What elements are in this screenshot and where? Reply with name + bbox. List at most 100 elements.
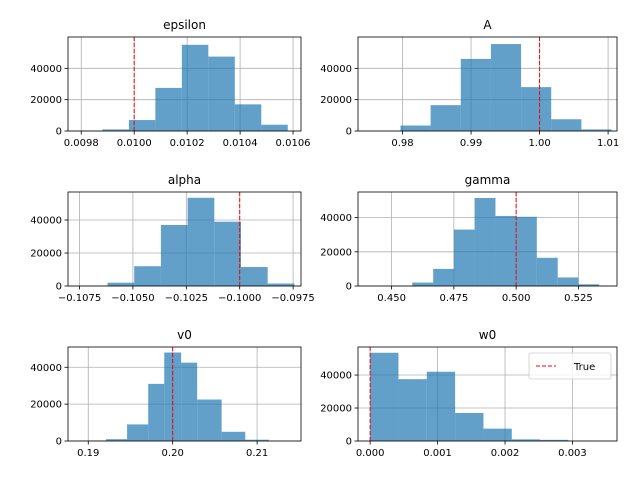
y-tick-label: 20000 <box>30 249 62 260</box>
axes-frame <box>357 346 618 442</box>
x-tick-label: 0.000 <box>356 448 385 459</box>
histogram-bar <box>160 224 188 286</box>
histogram-bar <box>455 412 484 441</box>
histogram-bar <box>430 105 461 131</box>
axes-frame <box>357 36 618 132</box>
histogram-bar <box>127 424 149 441</box>
histogram-bar <box>495 215 517 286</box>
histogram-bar <box>540 439 569 441</box>
histogram-bar <box>134 266 161 286</box>
histogram-bar <box>511 439 541 441</box>
x-tick-label: −0.1075 <box>58 293 101 304</box>
x-tick-label: −0.1025 <box>165 293 208 304</box>
histogram-bar <box>578 284 600 286</box>
histogram-bar <box>460 58 491 131</box>
histogram-bar <box>208 56 235 132</box>
histogram-bar <box>245 439 269 441</box>
histogram-bar <box>516 216 537 286</box>
y-tick-label: 40000 <box>30 363 62 374</box>
y-tick-label: 0 <box>56 127 62 138</box>
panel-title: gamma <box>465 173 511 187</box>
x-tick-label: 0.450 <box>377 293 406 304</box>
axes-frame <box>357 191 618 287</box>
histogram-bar <box>107 282 135 286</box>
legend-box <box>528 352 612 380</box>
y-tick-label: 40000 <box>320 64 352 75</box>
y-tick-label: 0 <box>56 437 62 448</box>
histogram-bar <box>197 399 222 441</box>
y-tick-label: 40000 <box>30 64 62 75</box>
histogram-bar <box>412 282 434 286</box>
y-tick-label: 20000 <box>320 404 352 415</box>
histogram-bar <box>490 44 522 131</box>
histogram-bar <box>453 229 475 286</box>
panel-title: epsilon <box>163 18 206 32</box>
x-tick-label: 0.002 <box>491 448 520 459</box>
x-tick-label: −0.1050 <box>111 293 154 304</box>
x-tick-label: 0.99 <box>460 138 482 149</box>
x-tick-label: −0.0975 <box>271 293 314 304</box>
x-tick-label: 0.19 <box>77 448 99 459</box>
histogram-bar <box>267 283 295 286</box>
histogram-bar <box>398 379 427 441</box>
panel-title: A <box>483 18 492 32</box>
x-tick-label: 0.003 <box>558 448 587 459</box>
histogram-bar <box>181 44 209 132</box>
y-tick-label: 20000 <box>320 95 352 106</box>
x-tick-label: −0.1000 <box>218 293 261 304</box>
histogram-bar <box>221 431 246 441</box>
panel-title: alpha <box>168 173 201 187</box>
histogram-bar <box>105 439 128 441</box>
y-tick-label: 40000 <box>320 371 352 382</box>
x-tick-label: 0.525 <box>564 293 593 304</box>
histogram-bar <box>370 352 399 441</box>
y-tick-label: 0 <box>346 127 352 138</box>
histogram-bar <box>581 129 612 131</box>
histogram-bar <box>483 428 512 441</box>
x-tick-label: 0.21 <box>246 448 268 459</box>
panel-title: v0 <box>177 328 192 342</box>
histogram-bar <box>187 197 215 286</box>
legend-label: True <box>573 362 595 373</box>
y-tick-label: 0 <box>346 282 352 293</box>
histogram-bar <box>102 129 129 131</box>
y-tick-label: 40000 <box>320 213 352 224</box>
panel-title: w0 <box>479 328 496 342</box>
y-tick-label: 20000 <box>30 95 62 106</box>
axes-frame <box>67 346 302 442</box>
histogram-bar <box>557 277 579 286</box>
x-tick-label: 0.20 <box>162 448 184 459</box>
y-tick-label: 0 <box>56 282 62 293</box>
y-tick-label: 0 <box>346 437 352 448</box>
axes-frame <box>67 36 302 132</box>
histogram-bar <box>433 268 454 286</box>
x-tick-label: 0.475 <box>440 293 469 304</box>
x-tick-label: 0.0102 <box>170 138 205 149</box>
x-tick-label: 0.98 <box>391 138 413 149</box>
histogram-bar <box>181 362 198 441</box>
x-tick-label: 1.01 <box>597 138 619 149</box>
histogram-bar <box>214 221 241 286</box>
histogram-bar <box>240 267 268 286</box>
y-tick-label: 20000 <box>320 247 352 258</box>
histogram-bar <box>128 120 156 131</box>
histogram-bar <box>551 119 582 131</box>
x-tick-label: 0.0100 <box>117 138 152 149</box>
y-tick-label: 20000 <box>30 400 62 411</box>
histogram-bar <box>521 87 552 131</box>
x-tick-label: 0.001 <box>423 448 452 459</box>
histogram-bar <box>155 87 182 131</box>
y-tick-label: 40000 <box>30 216 62 227</box>
axes-frame <box>67 191 302 287</box>
x-tick-label: 0.0098 <box>64 138 99 149</box>
x-tick-label: 0.0106 <box>276 138 311 149</box>
x-tick-label: 1.00 <box>528 138 550 149</box>
histogram-bar <box>261 124 288 131</box>
histogram-bar <box>426 371 456 441</box>
x-tick-label: 0.0104 <box>223 138 258 149</box>
histogram-bar <box>400 125 431 131</box>
histogram-bar <box>148 383 165 441</box>
histogram-bar <box>536 257 558 286</box>
histogram-bar <box>234 104 262 131</box>
